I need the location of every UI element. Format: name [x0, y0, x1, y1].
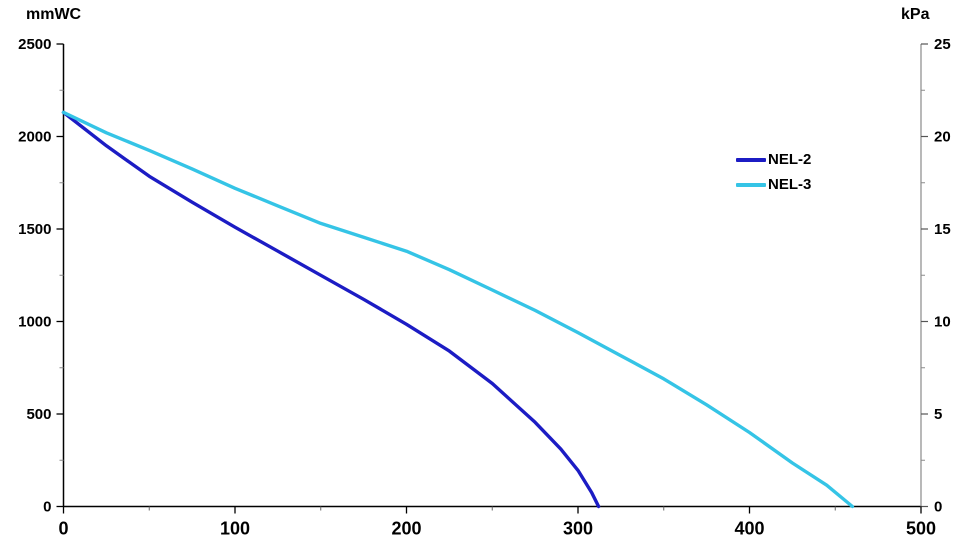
left-axis-tick-label: 1500	[18, 221, 51, 238]
x-axis-tick-label: 300	[563, 519, 593, 539]
left-axis-tick-label: 2500	[18, 36, 51, 53]
right-axis-tick-label: 5	[934, 406, 942, 423]
right-axis-tick-label: 25	[934, 36, 951, 53]
left-axis-tick-label: 0	[43, 499, 51, 516]
right-axis-title: kPa	[901, 6, 930, 23]
right-axis-tick-label: 15	[934, 221, 951, 238]
right-axis-tick-label: 20	[934, 129, 951, 146]
nel2-line-swatch	[736, 157, 766, 162]
x-axis-tick-label: 0	[58, 519, 68, 539]
right-axis-tick-label: 0	[934, 499, 942, 516]
curve-nel-3	[61, 110, 855, 509]
right-axis-tick-label: 10	[934, 314, 951, 331]
legend-label-nel3: NEL-3	[768, 176, 812, 193]
x-axis-tick-label: 100	[220, 519, 250, 539]
legend-item-nel3: NEL-3	[736, 172, 811, 197]
legend: NEL-2 NEL-3	[736, 147, 811, 197]
left-axis-tick-label: 2000	[18, 129, 51, 146]
x-axis-tick-label: 500	[906, 519, 936, 539]
legend-label-nel2: NEL-2	[768, 151, 812, 168]
x-axis-tick-label: 400	[734, 519, 764, 539]
x-axis-tick-label: 200	[391, 519, 421, 539]
nel3-line-swatch	[736, 182, 766, 187]
legend-item-nel2: NEL-2	[736, 147, 811, 172]
left-axis-tick-label: 500	[26, 406, 51, 423]
left-axis-tick-label: 1000	[18, 314, 51, 331]
curve-nel-2	[61, 110, 601, 509]
left-axis-title: mmWC	[26, 6, 82, 23]
